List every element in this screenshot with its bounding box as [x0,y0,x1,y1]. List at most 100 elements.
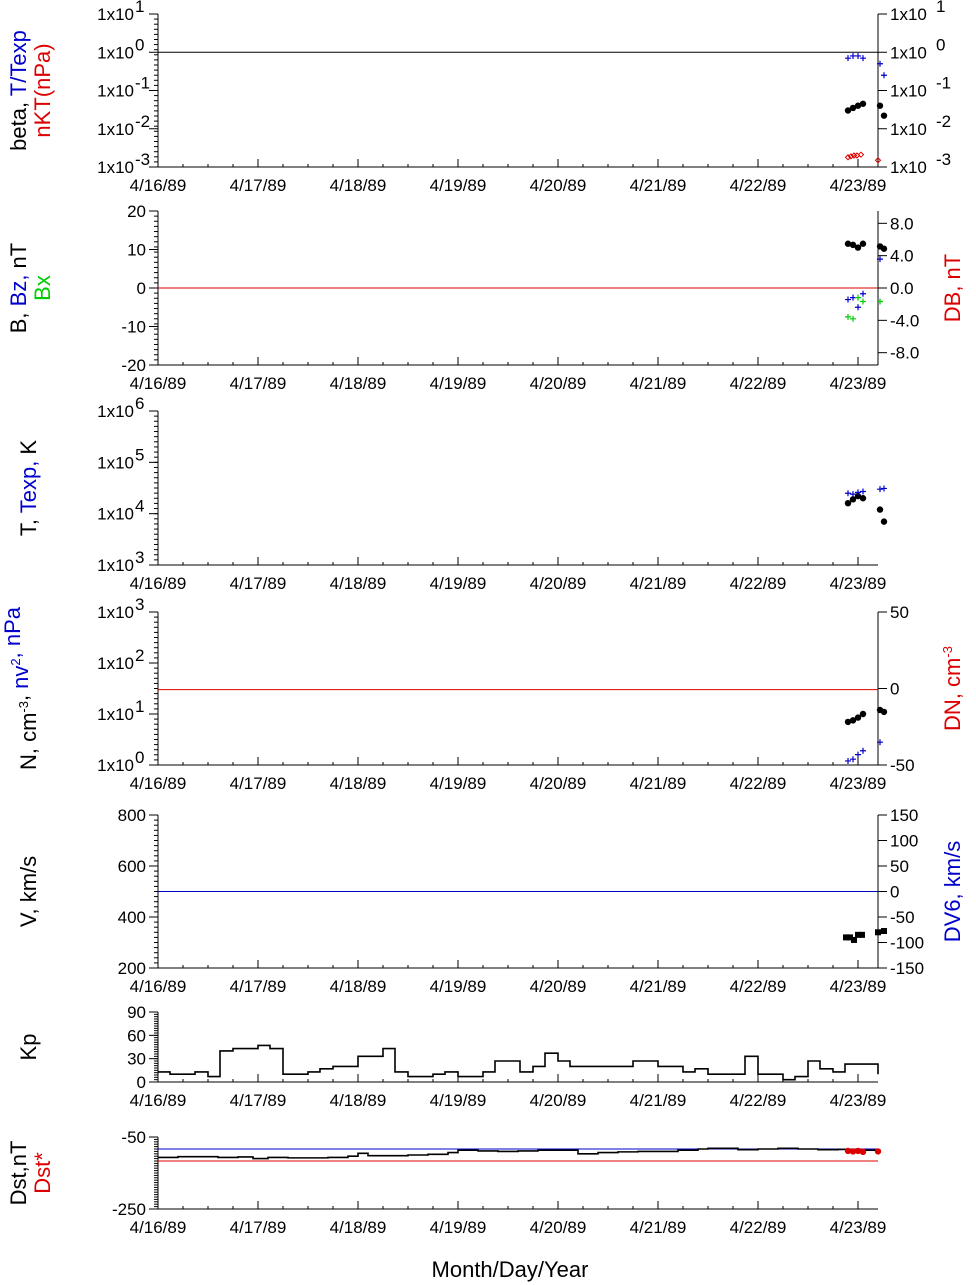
data-point [860,55,866,62]
data-point [849,717,857,724]
y-tick-exponent: -1 [135,74,150,93]
data-point [880,518,888,525]
y-tick-exponent: -2 [135,112,150,131]
y-axis-label-part: nv [8,666,33,689]
y-axis-label-part: , nPa [0,606,25,658]
y-tick-label: -10 [121,318,146,337]
data-point [849,496,857,503]
right-tick-exponent: 0 [936,35,945,54]
right-tick-exponent: -2 [936,112,951,131]
panel-V: 200 400 600 800 -150 -100 -50 0 50 100 150 4/16/89 4… [16,806,965,996]
x-tick-label: 4/19/89 [430,1091,487,1110]
x-tick-label: 4/23/89 [830,1091,887,1110]
y-axis-label: V, km/s [16,856,41,927]
x-tick-label: 4/21/89 [630,977,687,996]
y-axis-label-part: Bz, [6,268,31,306]
y-tick-label: 1x10 [97,120,134,139]
right-tick-label: 1x10 [890,5,927,24]
y-axis-label-part: V, km/s [16,856,41,927]
x-tick-label: 4/16/89 [130,176,187,195]
data-point [845,757,851,764]
right-tick-label: 50 [890,857,909,876]
data-point [843,934,849,941]
right-tick-label: 4.0 [890,247,914,266]
data-point [874,1148,882,1155]
data-point [877,256,883,263]
right-tick-label: -150 [890,959,924,978]
right-tick-label: -50 [890,908,915,927]
right-axis-label-text: DN, cm [940,658,965,731]
x-tick-label: 4/20/89 [530,1091,587,1110]
data-point [857,151,865,158]
x-tick-label: 4/17/89 [230,176,287,195]
y-tick-label: -50 [121,1128,146,1147]
data-point [851,936,857,943]
x-tick-label: 4/20/89 [530,977,587,996]
data-point [855,489,861,496]
x-tick-label: 4/19/89 [430,1218,487,1237]
y-tick-label: 1x10 [97,453,134,472]
data-point [860,488,866,495]
right-tick-label: 0 [890,883,899,902]
data-point [876,102,884,109]
data-point [855,52,861,59]
x-tick-label: 4/21/89 [630,1091,687,1110]
x-tick-label: 4/17/89 [230,774,287,793]
data-point [876,506,884,513]
right-tick-label: 100 [890,832,918,851]
x-tick-label: 4/21/89 [630,774,687,793]
right-tick-label: 1x10 [890,158,927,177]
data-point [844,240,852,247]
x-tick-label: 4/22/89 [730,977,787,996]
y-tick-exponent: 5 [135,445,144,464]
right-tick-exponent: 1 [936,0,945,16]
y-axis-label-part: T/Texp [6,30,31,96]
y-tick-label: 1x10 [97,603,134,622]
y-tick-exponent: -3 [135,150,150,169]
data-point [859,240,867,247]
data-point [877,486,883,493]
y-axis-label: Dst,nT [6,1141,31,1206]
x-tick-label: 4/22/89 [730,574,787,593]
y-axis-label-2: Dst* [30,1152,55,1194]
x-tick-label: 4/20/89 [530,1218,587,1237]
right-tick-label: 1x10 [890,82,927,101]
y-tick-label: 90 [127,1003,146,1022]
y-axis-label-part: -3 [16,701,31,713]
x-tick-label: 4/22/89 [730,176,787,195]
data-point [847,934,853,941]
data-point [845,296,851,303]
x-tick-label: 4/23/89 [830,774,887,793]
y-axis-label-2: nKT(nPa) [30,43,55,137]
x-tick-label: 4/17/89 [230,1218,287,1237]
y-tick-label: 600 [118,857,146,876]
x-tick-label: 4/19/89 [430,774,487,793]
y-tick-label: 0 [137,279,146,298]
right-axis-label: DN, cm-3 [940,646,965,731]
data-point [854,714,862,721]
x-tick-label: 4/16/89 [130,977,187,996]
right-tick-label: 50 [890,603,909,622]
y-tick-label: 400 [118,908,146,927]
data-point [855,931,861,938]
x-tick-label: 4/18/89 [330,176,387,195]
data-point [854,102,862,109]
x-tick-label: 4/20/89 [530,374,587,393]
data-point [850,315,856,322]
right-tick-label: 1x10 [890,120,927,139]
x-tick-label: 4/22/89 [730,374,787,393]
y-tick-label: 10 [127,241,146,260]
x-tick-label: 4/19/89 [430,374,487,393]
x-tick-label: 4/16/89 [130,1091,187,1110]
y-tick-exponent: 0 [135,748,144,767]
y-axis-label-part: Kp [16,1034,41,1061]
x-tick-label: 4/23/89 [830,1218,887,1237]
data-point [847,153,855,160]
y-tick-label: -250 [112,1200,146,1219]
x-tick-label: 4/17/89 [230,574,287,593]
data-point [877,739,883,746]
x-tick-label: 4/23/89 [830,977,887,996]
y-axis-label-part: nT [6,243,31,269]
data-point [844,154,852,161]
